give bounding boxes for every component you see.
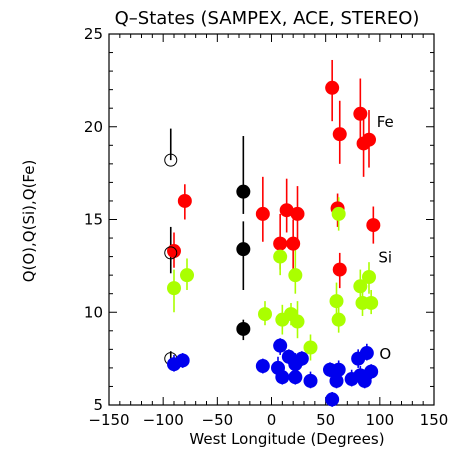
data-point — [275, 370, 290, 385]
data-point — [273, 249, 288, 264]
data-point — [279, 203, 294, 218]
data-point — [362, 270, 376, 285]
y-tick-label: 10 — [84, 303, 103, 321]
data-point — [329, 294, 344, 309]
data-point — [303, 373, 318, 388]
data-point — [288, 370, 303, 385]
series-label: O — [379, 345, 391, 363]
y-tick-label: 20 — [84, 118, 103, 136]
x-tick-label: 50 — [316, 411, 335, 429]
data-point — [236, 184, 251, 199]
data-point — [294, 351, 309, 366]
data-point — [236, 242, 251, 257]
data-point — [255, 206, 270, 221]
data-point — [332, 127, 347, 142]
data-point-open — [164, 153, 178, 167]
y-tick-label: 5 — [93, 396, 103, 414]
data-point — [286, 236, 301, 251]
data-point — [325, 80, 340, 95]
x-tick-label: 0 — [267, 411, 277, 429]
data-point — [353, 106, 368, 121]
data-point — [236, 321, 251, 336]
series-label: Si — [378, 249, 392, 267]
data-point — [331, 312, 346, 327]
data-point-open — [164, 246, 178, 260]
data-point — [167, 244, 181, 259]
data-point — [331, 362, 346, 377]
data-point — [290, 206, 305, 221]
data-point — [273, 338, 288, 353]
y-tick-label: 25 — [84, 25, 103, 43]
data-point — [177, 193, 192, 208]
data-point — [366, 218, 381, 233]
x-tick-label: −50 — [202, 411, 234, 429]
series-label: Fe — [377, 113, 394, 131]
x-tick-label: 150 — [420, 411, 449, 429]
y-tick-label: 15 — [84, 211, 103, 229]
data-point — [255, 359, 270, 374]
data-point — [362, 132, 376, 147]
data-point — [332, 262, 347, 277]
series-labels: Fe Si O — [377, 113, 394, 363]
data-point — [359, 346, 374, 361]
data-marks — [164, 59, 381, 407]
data-point — [329, 373, 344, 388]
data-point — [364, 364, 379, 379]
x-axis-label: West Longitude (Degrees) — [189, 430, 384, 448]
x-tick-label: −150 — [88, 411, 129, 429]
data-point — [175, 353, 190, 368]
data-point — [353, 279, 368, 294]
data-point — [273, 236, 288, 251]
axis-ticks: −150 −100 −50 0 50 100 150 5 10 15 20 25 — [84, 25, 448, 429]
x-tick-label: −100 — [143, 411, 184, 429]
data-point — [167, 281, 181, 296]
data-point — [288, 268, 303, 283]
data-point — [325, 392, 340, 407]
chart-title: Q–States (SAMPEX, ACE, STEREO) — [115, 8, 420, 29]
data-point — [258, 307, 272, 322]
y-axis-label: Q(O),Q(Si),Q(Fe) — [20, 160, 38, 283]
data-point — [303, 340, 318, 355]
data-point — [290, 314, 305, 329]
data-point — [331, 206, 346, 221]
data-point — [364, 295, 379, 310]
x-tick-label: 100 — [366, 411, 395, 429]
data-point — [180, 268, 194, 283]
